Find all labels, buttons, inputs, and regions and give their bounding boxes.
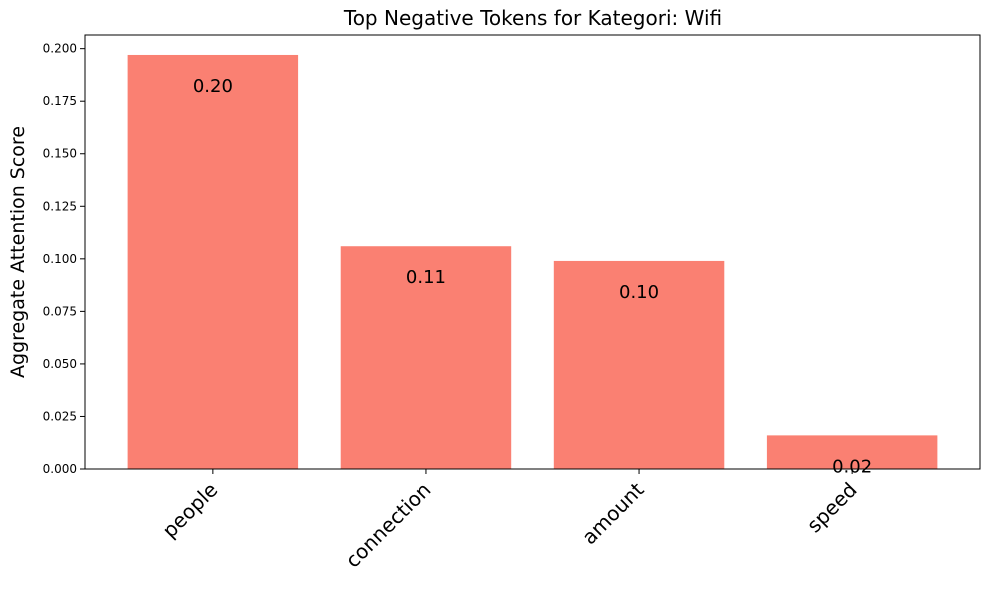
data-label-connection: 0.11 bbox=[406, 267, 446, 288]
data-label-people: 0.20 bbox=[193, 76, 233, 97]
bar-people bbox=[127, 54, 299, 470]
y-axis-label: Aggregate Attention Score bbox=[7, 126, 29, 378]
y-tick-label: 0.175 bbox=[43, 94, 77, 108]
y-tick-label: 0.000 bbox=[43, 462, 77, 476]
y-tick-label: 0.050 bbox=[43, 357, 77, 371]
data-label-amount: 0.10 bbox=[619, 282, 659, 303]
bar-speed bbox=[766, 435, 938, 469]
x-tick-label-amount: amount bbox=[577, 477, 649, 549]
y-tick-label: 0.025 bbox=[43, 409, 77, 423]
plot-area: 0.20 0.11 0.10 0.02 0.000 0.025 0.050 0.075 0.10… bbox=[43, 34, 981, 573]
x-tick-label-connection: connection bbox=[341, 478, 436, 573]
y-tick-label: 0.125 bbox=[43, 199, 77, 213]
bar-connection bbox=[340, 246, 512, 469]
bar-amount bbox=[553, 260, 725, 469]
y-tick-label: 0.075 bbox=[43, 304, 77, 318]
y-tick-label: 0.150 bbox=[43, 147, 77, 161]
data-label-speed: 0.02 bbox=[832, 456, 872, 477]
chart-title: Top Negative Tokens for Kategori: Wifi bbox=[343, 6, 722, 30]
axes-frame bbox=[84, 34, 981, 470]
y-tick-label: 0.100 bbox=[43, 252, 77, 266]
x-tick-label-speed: speed bbox=[802, 478, 862, 538]
y-tick-label: 0.200 bbox=[43, 42, 77, 56]
x-tick-label-people: people bbox=[157, 478, 222, 543]
